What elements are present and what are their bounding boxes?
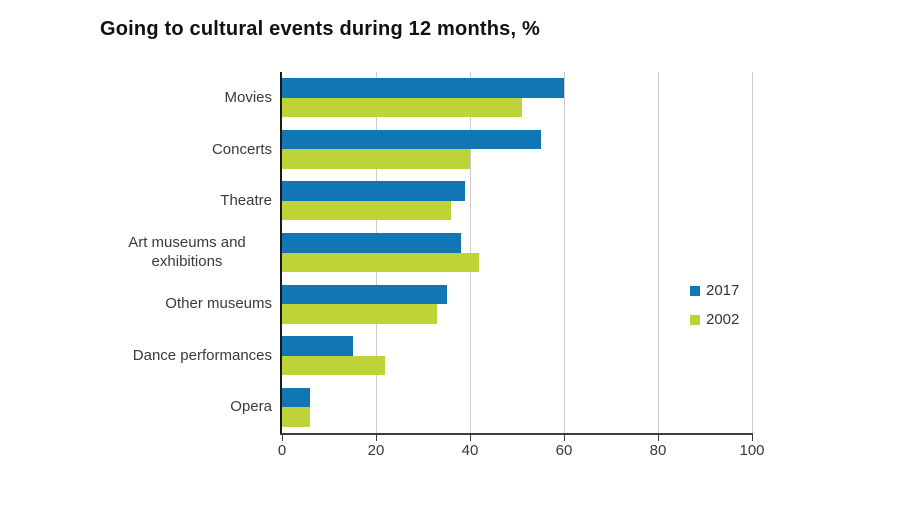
legend-swatch-icon bbox=[690, 285, 700, 296]
legend-item-2002: 2002 bbox=[690, 305, 739, 334]
chart-title: Going to cultural events during 12 month… bbox=[100, 18, 540, 40]
category-label-art-museums-and-exhibitions: Art museums and exhibitions bbox=[128, 233, 246, 271]
category-label-row: Opera bbox=[90, 381, 272, 433]
gridline-80 bbox=[658, 72, 659, 433]
category-label-dance-performances: Dance performances bbox=[132, 346, 272, 364]
x-tick-label-0: 0 bbox=[277, 442, 287, 459]
x-axis-tick-labels: 0 20 40 60 80 100 bbox=[278, 442, 765, 462]
bar-2017-other-museums bbox=[282, 284, 447, 305]
bar-2017-art-museums-and-exhibitions bbox=[282, 233, 461, 253]
category-label-opera: Opera bbox=[230, 398, 272, 416]
bar-2017-opera bbox=[282, 387, 311, 408]
category-label-theatre: Theatre bbox=[220, 192, 272, 210]
x-tick-label-60: 60 bbox=[555, 442, 573, 459]
category-label-row: Theatre bbox=[90, 175, 272, 227]
bar-2017-theatre bbox=[282, 181, 466, 201]
bar-2002-concerts bbox=[282, 149, 470, 169]
x-tick-20 bbox=[376, 435, 377, 441]
y-axis-line bbox=[280, 72, 282, 435]
x-tick-label-40: 40 bbox=[461, 442, 479, 459]
bar-2017-movies bbox=[282, 78, 564, 98]
plot-area bbox=[280, 72, 753, 441]
x-tick-label-20: 20 bbox=[367, 442, 385, 459]
x-tick-40 bbox=[470, 435, 471, 441]
category-label-movies: Movies bbox=[224, 89, 272, 107]
category-label-concerts: Concerts bbox=[211, 140, 272, 158]
bar-2002-movies bbox=[282, 97, 522, 118]
legend-item-2017: 2017 bbox=[690, 276, 739, 305]
category-label-row: Concerts bbox=[90, 124, 272, 176]
x-tick-0 bbox=[282, 435, 283, 441]
category-label-row: Movies bbox=[90, 72, 272, 124]
bar-2002-dance-performances bbox=[282, 355, 386, 376]
category-label-row: Art museums and exhibitions bbox=[90, 227, 272, 279]
legend-swatch-icon bbox=[690, 314, 700, 325]
x-tick-100 bbox=[752, 435, 753, 441]
bar-2017-dance-performances bbox=[282, 336, 353, 356]
category-labels: Movies Concerts Theatre Art museums and exh… bbox=[90, 72, 272, 433]
gridline-60 bbox=[564, 72, 565, 433]
bar-2002-theatre bbox=[282, 200, 452, 221]
bar-2002-opera bbox=[282, 407, 311, 427]
x-tick-label-100: 100 bbox=[739, 442, 765, 459]
x-tick-80 bbox=[658, 435, 659, 441]
legend-label: 2017 bbox=[706, 282, 740, 299]
category-label-row: Dance performances bbox=[90, 330, 272, 382]
legend-label: 2002 bbox=[706, 311, 740, 328]
x-axis-line bbox=[280, 433, 753, 435]
x-tick-60 bbox=[564, 435, 565, 441]
category-label-other-museums: Other museums bbox=[165, 295, 272, 313]
gridline-100 bbox=[752, 72, 753, 433]
bar-2017-concerts bbox=[282, 129, 541, 150]
x-tick-label-80: 80 bbox=[649, 442, 667, 459]
bar-2002-other-museums bbox=[282, 304, 438, 324]
bar-2002-art-museums-and-exhibitions bbox=[282, 252, 480, 272]
legend: 2017 2002 bbox=[690, 276, 739, 334]
category-label-row: Other museums bbox=[90, 278, 272, 330]
